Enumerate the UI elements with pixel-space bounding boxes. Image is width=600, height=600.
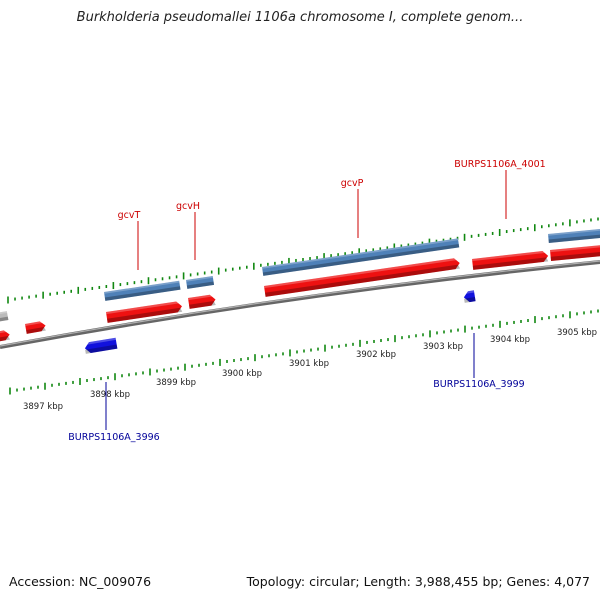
gene-left-edge[interactable] [0,329,11,342]
gene-gcvT[interactable] [106,300,183,323]
gene-gcvH-upper[interactable] [186,276,215,289]
gene-BURPS1106A_3996[interactable] [84,337,118,354]
gene-label-reverse: BURPS1106A_3999 [433,379,524,390]
gene-gcvP-upper[interactable] [262,238,460,276]
scale-label: 3898 kbp [90,390,130,400]
scale-label: 3897 kbp [23,402,63,412]
lower-tick-track [9,309,599,395]
scale-label: 3903 kbp [423,342,463,352]
scale-labels-layer: 3897 kbp 3898 kbp 3899 kbp 3900 kbp 3901 kbp… [23,328,597,412]
topology-summary: Topology: circular; Length: 3,988,455 bp… [246,574,590,589]
scale-label: 3900 kbp [222,369,262,379]
gene-4001-upper[interactable] [548,228,600,243]
gene-label-forward: gcvT [118,210,141,221]
gene-gcvT-upper[interactable] [104,280,181,301]
scale-label: 3905 kbp [557,328,597,338]
gene-left-gray[interactable] [0,311,9,322]
gene-4002-partial[interactable] [550,244,600,261]
gene-gcvH[interactable] [188,294,216,309]
scale-label: 3901 kbp [289,359,329,369]
gene-label-forward: gcvH [176,201,200,212]
genes-layer[interactable] [0,228,600,354]
genome-backbone [0,260,600,349]
map-title: Burkholderia pseudomallei 1106a chromoso… [76,10,524,25]
scale-label: 3899 kbp [156,378,196,388]
gene-gcvP[interactable] [264,257,461,297]
scale-label: 3904 kbp [490,335,530,345]
gene-label-forward: gcvP [341,178,364,189]
gene-BURPS1106A_3999[interactable] [463,290,476,303]
gene-labels-layer: gcvT gcvH gcvP BURPS1106A_4001 BURPS1106A_39… [68,159,545,443]
genome-backbone-highlight [0,260,600,347]
gene-label-forward: BURPS1106A_4001 [454,159,545,170]
gene-4001[interactable] [472,250,549,270]
scale-label: 3902 kbp [356,350,396,360]
gene-label-reverse: BURPS1106A_3996 [68,432,159,443]
upper-tick-track [7,217,599,304]
gene-left-small[interactable] [25,320,46,334]
accession-text: Accession: NC_009076 [9,574,152,589]
